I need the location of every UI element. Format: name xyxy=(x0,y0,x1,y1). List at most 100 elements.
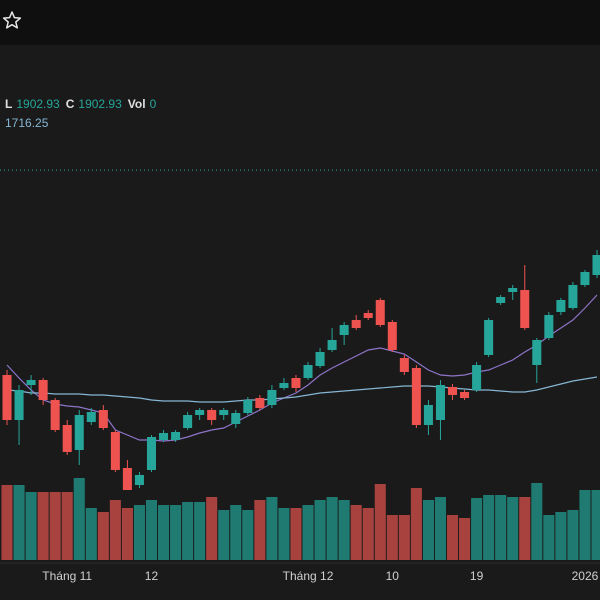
volume-bar xyxy=(567,510,579,560)
volume-bar xyxy=(446,515,459,560)
favorite-star[interactable] xyxy=(2,11,22,29)
volume-bar xyxy=(362,508,374,560)
volume-bar xyxy=(531,483,543,560)
volume-bar xyxy=(519,497,531,560)
candle-body xyxy=(159,433,169,440)
volume-bar xyxy=(495,495,507,560)
volume-bar xyxy=(591,490,600,560)
candle-body xyxy=(460,392,470,398)
candle-body xyxy=(98,410,108,428)
volume-bar xyxy=(97,512,109,560)
candle-body xyxy=(183,415,193,428)
volume-bar xyxy=(145,500,158,560)
volume-bar xyxy=(109,500,121,560)
volume-bar xyxy=(278,508,290,560)
candle-body xyxy=(339,325,349,335)
volume-bar xyxy=(85,508,97,560)
candle-body xyxy=(14,390,24,420)
volume-bar xyxy=(543,515,555,560)
plot-area xyxy=(0,169,600,560)
volume-bar xyxy=(374,484,386,560)
volume-bar xyxy=(507,497,519,560)
volume-bar xyxy=(434,497,447,560)
x-tick-label: Tháng 12 xyxy=(283,569,334,583)
volume-bar xyxy=(579,490,591,560)
candle-body xyxy=(556,300,566,312)
candle-body xyxy=(110,432,120,470)
volume-bar xyxy=(350,505,362,560)
volume-bar xyxy=(386,515,398,560)
legend-value: 0 xyxy=(150,97,157,111)
candle-body xyxy=(267,390,277,405)
candle-body xyxy=(568,285,578,308)
volume-bar xyxy=(302,505,314,560)
candle-body xyxy=(435,385,445,420)
candle-body xyxy=(134,475,144,485)
candle-body xyxy=(38,380,48,400)
candle-body xyxy=(279,383,289,388)
candle-body xyxy=(411,368,421,425)
candle-body xyxy=(195,410,205,415)
volume-bar xyxy=(61,492,73,560)
candle-body xyxy=(580,272,590,285)
candle-body xyxy=(592,255,600,275)
candle-body xyxy=(50,400,60,430)
candle-body xyxy=(303,365,313,378)
volume-bar xyxy=(13,485,25,560)
candle-body xyxy=(255,398,265,408)
x-tick-label: 19 xyxy=(470,569,484,583)
candle-body xyxy=(231,413,241,424)
volume-bar xyxy=(37,492,49,560)
volume-bar xyxy=(459,518,471,560)
volume-bar xyxy=(206,497,218,560)
candle-body xyxy=(423,405,433,425)
legend-value: 1902.93 xyxy=(16,97,60,111)
candle-body xyxy=(387,322,397,350)
volume-bar xyxy=(338,500,350,560)
candle-body xyxy=(122,468,132,490)
candle-body xyxy=(327,340,337,350)
candle-body xyxy=(447,387,458,395)
volume-bar xyxy=(49,492,61,560)
x-tick-label: 10 xyxy=(386,569,400,583)
candle-body xyxy=(219,410,229,415)
header-bar xyxy=(0,0,600,45)
ma-legend-value: 1716.25 xyxy=(5,116,49,130)
volume-bar xyxy=(314,500,326,560)
candle-body xyxy=(351,320,361,328)
volume-bar xyxy=(555,512,567,560)
candle-body xyxy=(520,290,530,328)
candle-body xyxy=(399,358,409,372)
volume-bar xyxy=(73,478,85,560)
x-tick-label: Tháng 11 xyxy=(42,569,92,583)
volume-bar xyxy=(218,510,230,560)
volume-bar xyxy=(410,488,422,560)
candle-body xyxy=(146,437,157,470)
moving-average-line xyxy=(6,376,598,403)
legend-label: Vol xyxy=(128,97,146,111)
volume-bar xyxy=(194,502,206,560)
candle-body xyxy=(508,288,518,292)
candle-body xyxy=(544,315,554,338)
candle-body xyxy=(291,378,301,388)
volume-bar xyxy=(254,500,266,560)
volume-bar xyxy=(230,505,242,560)
volume-bar xyxy=(422,500,434,560)
candle-body xyxy=(86,412,96,422)
candle-body xyxy=(207,410,217,420)
volume-bar xyxy=(170,505,182,560)
volume-bar xyxy=(290,508,302,560)
legend-label: C xyxy=(66,97,75,111)
volume-bar xyxy=(326,497,338,560)
volume-bar xyxy=(25,492,37,560)
candle-body xyxy=(2,375,12,420)
candle-body xyxy=(496,297,506,303)
volume-bar xyxy=(483,495,495,560)
candle-body xyxy=(26,380,36,385)
ohlc-legend: L 1902.93 C 1902.93 Vol 0 xyxy=(5,97,157,111)
legend-value: 1902.93 xyxy=(78,97,122,111)
x-tick-label: 12 xyxy=(145,569,159,583)
volume-bar xyxy=(242,510,254,560)
